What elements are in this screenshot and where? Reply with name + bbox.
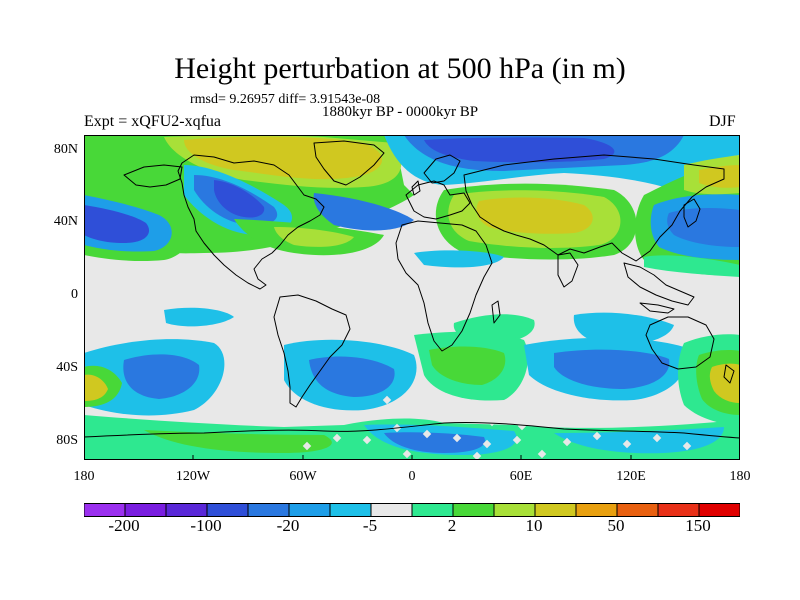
- coast-madagascar: [491, 300, 501, 324]
- contour-band: [699, 165, 740, 188]
- y-tick-label: 80N: [53, 142, 78, 157]
- contour-band: [644, 255, 740, 277]
- coast-europe: [405, 180, 471, 220]
- coast-greenland: [313, 140, 385, 186]
- colorbar: [84, 503, 740, 517]
- coast-scandinavia: [423, 154, 461, 184]
- contour-band: [554, 349, 670, 389]
- coast-north-america: [177, 154, 325, 290]
- contour-band: [573, 312, 674, 346]
- colorbar-cell: [493, 503, 536, 517]
- contour-band: [424, 137, 615, 163]
- colorbar-cell: [534, 503, 577, 517]
- colorbar-label: 150: [685, 516, 711, 535]
- period-text: 1880kyr BP - 0000kyr BP: [322, 104, 479, 120]
- map-title: Height perturbation at 500 hPa (in m): [174, 52, 626, 85]
- contour-band: [309, 356, 395, 397]
- colorbar-label: -20: [276, 516, 300, 535]
- coast-japan: [683, 198, 701, 228]
- colorbar-label: 50: [607, 516, 625, 535]
- colorbar-label: 2: [447, 516, 457, 535]
- colorbar-cell: [247, 503, 290, 517]
- season-label: DJF: [709, 113, 736, 130]
- colorbar-cell: [124, 503, 167, 517]
- colorbar-cell: [206, 503, 249, 517]
- height-map: [84, 135, 740, 460]
- colorbar-cell: [329, 503, 372, 517]
- coast-new-zealand: [723, 364, 735, 384]
- x-tick-label: 60W: [289, 469, 317, 484]
- contour-band: [184, 136, 383, 180]
- contour-band: [84, 205, 150, 243]
- colorbar-cell: [657, 503, 700, 517]
- coast-antarctica: [84, 421, 740, 439]
- colorbar-cell: [698, 503, 740, 517]
- colorbar-cell: [370, 503, 413, 517]
- x-tick-label: 180: [73, 469, 95, 484]
- coast-southeast-asia: [623, 262, 695, 306]
- x-tick-label: 60E: [509, 469, 533, 484]
- colorbar-label: -200: [108, 516, 140, 535]
- contour-band: [667, 208, 740, 247]
- contour-band: [84, 374, 108, 401]
- colorbar-cell: [165, 503, 208, 517]
- coast-alaska: [123, 164, 183, 188]
- contour-band: [313, 193, 414, 231]
- contour-band: [709, 363, 740, 403]
- coastlines: [84, 140, 740, 439]
- contour-band: [164, 307, 234, 327]
- colorbar-cell: [288, 503, 331, 517]
- colorbar-cell: [616, 503, 659, 517]
- colorbar-label: -5: [362, 516, 378, 535]
- coast-asia: [463, 154, 725, 262]
- contour-band: [414, 250, 504, 268]
- speckle-pattern: [302, 395, 692, 460]
- y-tick-label: 80S: [56, 433, 78, 448]
- coast-india: [557, 252, 579, 288]
- x-tick-label: 0: [408, 469, 416, 484]
- x-tick-label: 180: [729, 469, 751, 484]
- stats-text: rmsd= 9.26957 diff= 3.91543e-08: [190, 92, 381, 107]
- coast-uk: [411, 180, 421, 196]
- y-tick-label: 0: [71, 287, 78, 302]
- map-ticks: [84, 455, 740, 460]
- contour-band: [476, 197, 593, 234]
- x-tick-label: 120E: [616, 469, 646, 484]
- experiment-label: Expt = xQFU2-xqfua: [84, 113, 222, 130]
- y-tick-label: 40N: [53, 214, 78, 229]
- coast-south-america: [273, 294, 351, 408]
- colorbar-cell: [411, 503, 454, 517]
- coast-africa: [395, 220, 493, 352]
- colorbar-cell: [84, 503, 126, 517]
- coast-indonesia: [639, 302, 675, 314]
- colorbar-label: 10: [525, 516, 543, 535]
- colorbar-cell: [575, 503, 618, 517]
- coast-australia: [645, 316, 715, 370]
- colorbar-cell: [452, 503, 495, 517]
- contour-band: [429, 346, 506, 385]
- contour-band: [123, 354, 200, 399]
- contour-band: [144, 430, 332, 453]
- contour-band: [274, 227, 354, 247]
- y-tick-label: 40S: [56, 360, 78, 375]
- colorbar-label: -100: [190, 516, 222, 535]
- x-tick-label: 120W: [175, 469, 211, 484]
- contour-band: [214, 180, 265, 218]
